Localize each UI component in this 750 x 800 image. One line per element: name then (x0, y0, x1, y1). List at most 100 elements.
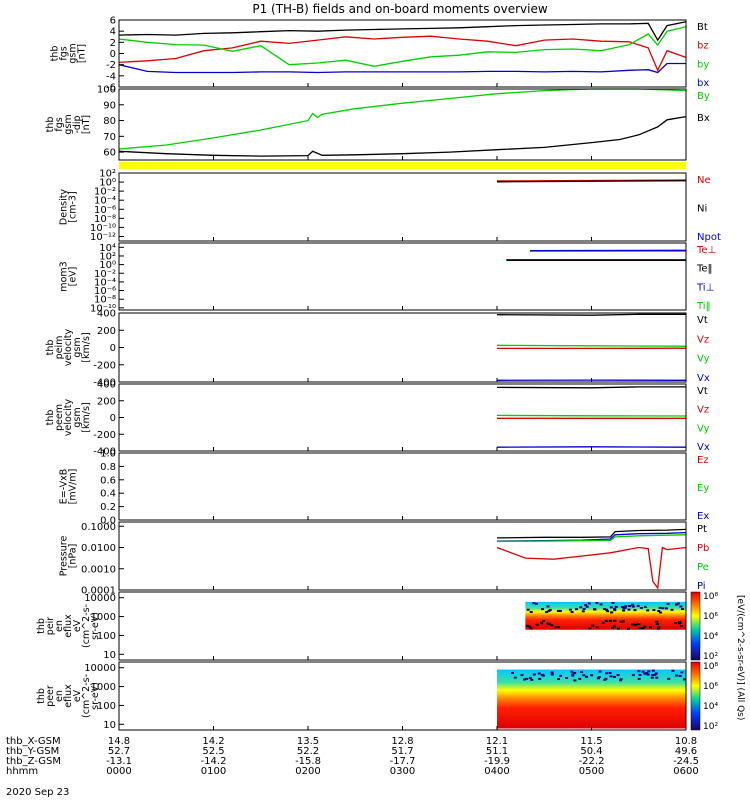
y-axis-label-line: [mV/m] (68, 469, 79, 505)
spectrogram-speckle (575, 608, 579, 611)
y-tick-label: -2 (106, 60, 116, 71)
spectrogram-speckle (619, 678, 623, 681)
panel-6: 4002000-200-400thbpeemvelocitygsm[km/s]V… (45, 380, 710, 458)
y-axis-label-line: Density (59, 189, 70, 225)
legend-item: Ni (697, 204, 707, 215)
x-tick-label: 0600 (673, 766, 698, 777)
spectrogram-speckle (624, 605, 628, 608)
y-tick-label: 10² (99, 169, 116, 180)
y-axis-label-line: gsm (68, 43, 79, 63)
series-Pe (496, 534, 687, 543)
y-tick-label: -400 (93, 447, 116, 458)
legend-item: Ey (697, 483, 709, 494)
y-axis-label-line: en (54, 620, 65, 632)
y-tick-label: 10⁻⁴ (94, 277, 116, 288)
y-axis-label-line: peim (54, 336, 65, 360)
spectrogram-speckle (646, 609, 650, 612)
spectrogram-speckle (523, 678, 527, 681)
spectrogram-speckle (679, 605, 683, 608)
spectrogram-speckle (532, 673, 536, 676)
spectrogram-speckle (639, 606, 643, 609)
spectrogram-speckle (571, 674, 575, 677)
spectrogram-speckle (622, 609, 626, 612)
x-tick-label: 52.2 (297, 746, 319, 757)
spectrogram-speckle (587, 602, 591, 605)
legend-item: Pt (697, 524, 707, 535)
y-tick-label: 400 (97, 309, 116, 320)
spectrogram-speckle (547, 609, 551, 612)
y-tick-label: 0.4 (100, 489, 116, 500)
spectrogram-speckle (535, 623, 539, 626)
spectrogram-speckle (591, 624, 595, 627)
y-tick-label: 10000 (84, 593, 116, 604)
spectrogram-speckle (664, 607, 668, 610)
y-axis-label-line: [nT] (81, 115, 92, 134)
legend-item: Pb (697, 543, 709, 554)
colorbar: 10⁸ 10⁶ 10⁴ 10² (690, 661, 718, 732)
spectrogram-speckle (643, 672, 647, 675)
spectrogram-speckle (609, 606, 613, 609)
spectrogram-speckle (655, 676, 659, 679)
y-axis-label: E=-VxB[mV/m] (59, 469, 79, 505)
spectrogram-speckle (619, 620, 623, 623)
spectrogram-speckle (628, 605, 632, 608)
legend-item: Ti‖ (696, 301, 711, 312)
spectrogram-speckle (651, 674, 655, 677)
spectrogram-speckle (616, 627, 620, 630)
y-axis-label: mom3[eV] (59, 261, 79, 291)
panel-frame (118, 172, 687, 242)
x-tick-label: 51.7 (391, 746, 413, 757)
legend-item: Vt (697, 386, 708, 397)
spectrogram-speckle (678, 622, 682, 625)
x-tick-label: 49.6 (675, 746, 697, 757)
panel-frame (118, 452, 687, 521)
y-axis-label-line: velocity (63, 399, 74, 437)
y-tick-label: -200 (93, 430, 116, 441)
legend-item: Bt (697, 22, 708, 33)
y-tick-label: 200 (97, 326, 116, 337)
legend-item: By (697, 91, 710, 102)
spectrogram-speckle (611, 601, 615, 604)
panel-frame (118, 19, 687, 88)
y-axis-label-line: gsm (72, 407, 83, 427)
spectrogram-speckle (620, 605, 624, 608)
y-axis-label: Density[cm-3] (59, 189, 79, 225)
y-tick-label: 10 (103, 720, 116, 731)
y-tick-label: 0.8 (100, 462, 116, 473)
spectrogram-speckle (570, 611, 574, 614)
y-tick-label: 400 (97, 380, 116, 391)
y-tick-label: 80 (103, 116, 116, 127)
legend-item: Vx (697, 442, 710, 453)
x-tick-label: 0500 (579, 766, 604, 777)
y-tick-label: 0 (110, 49, 116, 60)
plot-title: P1 (TH-B) fields and on-board moments ov… (252, 2, 548, 16)
x-tick-label: -14.2 (201, 756, 227, 767)
spectrogram-speckle (603, 678, 607, 681)
spectrogram-speckle (568, 608, 572, 611)
spectrogram-speckle (666, 602, 670, 605)
spectrogram-speckle (573, 671, 577, 674)
spectrogram-speckle (556, 609, 560, 612)
series-Vt (496, 313, 686, 316)
spectrogram (497, 669, 686, 729)
spectrogram-speckle (661, 607, 665, 610)
series-bx (118, 62, 686, 74)
spectrogram-speckle (614, 605, 618, 608)
y-tick-label: 0 (110, 343, 116, 354)
spectrogram-speckle (646, 673, 650, 676)
y-axis-label-line: thb (45, 117, 56, 133)
spectrogram-speckle (649, 626, 653, 629)
x-tick-label: -15.8 (295, 756, 321, 767)
spectrogram-speckle (578, 677, 582, 680)
spectrogram-speckle (582, 674, 586, 677)
y-axis-label-line: [nT] (77, 44, 88, 63)
spectrogram-speckle (608, 672, 612, 675)
spectrogram-speckle (657, 626, 661, 629)
legend-item: Vt (697, 315, 708, 326)
x-tick-label: 14.2 (202, 736, 224, 747)
series-Pb (496, 546, 687, 590)
y-tick-label: 0.0100 (81, 543, 116, 554)
